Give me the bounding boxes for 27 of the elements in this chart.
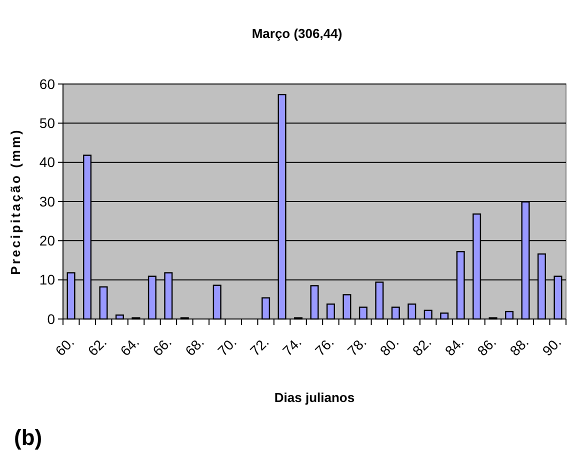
x-tick-label: 64. — [117, 334, 142, 359]
x-tick-label: 80. — [376, 334, 402, 359]
x-tick-label: 86. — [474, 334, 500, 359]
x-tick-label: 74. — [279, 334, 304, 359]
x-tick-label: 68. — [182, 334, 208, 359]
x-tick-label: 70. — [214, 334, 240, 359]
x-axis-title: Dias julianos — [274, 390, 355, 405]
chart-title: Março (306,44) — [252, 26, 342, 41]
y-axis-title: Precipitação (mm) — [8, 128, 23, 275]
x-tick-label: 88. — [506, 334, 532, 359]
x-tick-label: 84. — [442, 334, 467, 359]
y-tick-label: 30 — [39, 193, 56, 210]
y-tick-label: 50 — [39, 115, 56, 132]
y-tick-label: 60 — [39, 76, 56, 92]
x-tick-label: 82. — [409, 334, 434, 359]
x-tick-label: 78. — [344, 334, 370, 359]
x-tick-label: 62. — [84, 334, 110, 359]
x-tick-label: 76. — [312, 334, 337, 359]
y-tick-label: 40 — [39, 154, 56, 170]
x-tick-label: 60. — [52, 334, 78, 359]
y-tick-label: 0 — [47, 310, 56, 327]
x-tick-label: 72. — [246, 334, 272, 359]
text: (b) — [14, 425, 42, 450]
y-tick-label: 10 — [39, 272, 56, 288]
x-tick-label: 90. — [539, 334, 564, 359]
y-tick-label: 20 — [39, 232, 56, 249]
x-tick-label: 66. — [149, 334, 175, 359]
